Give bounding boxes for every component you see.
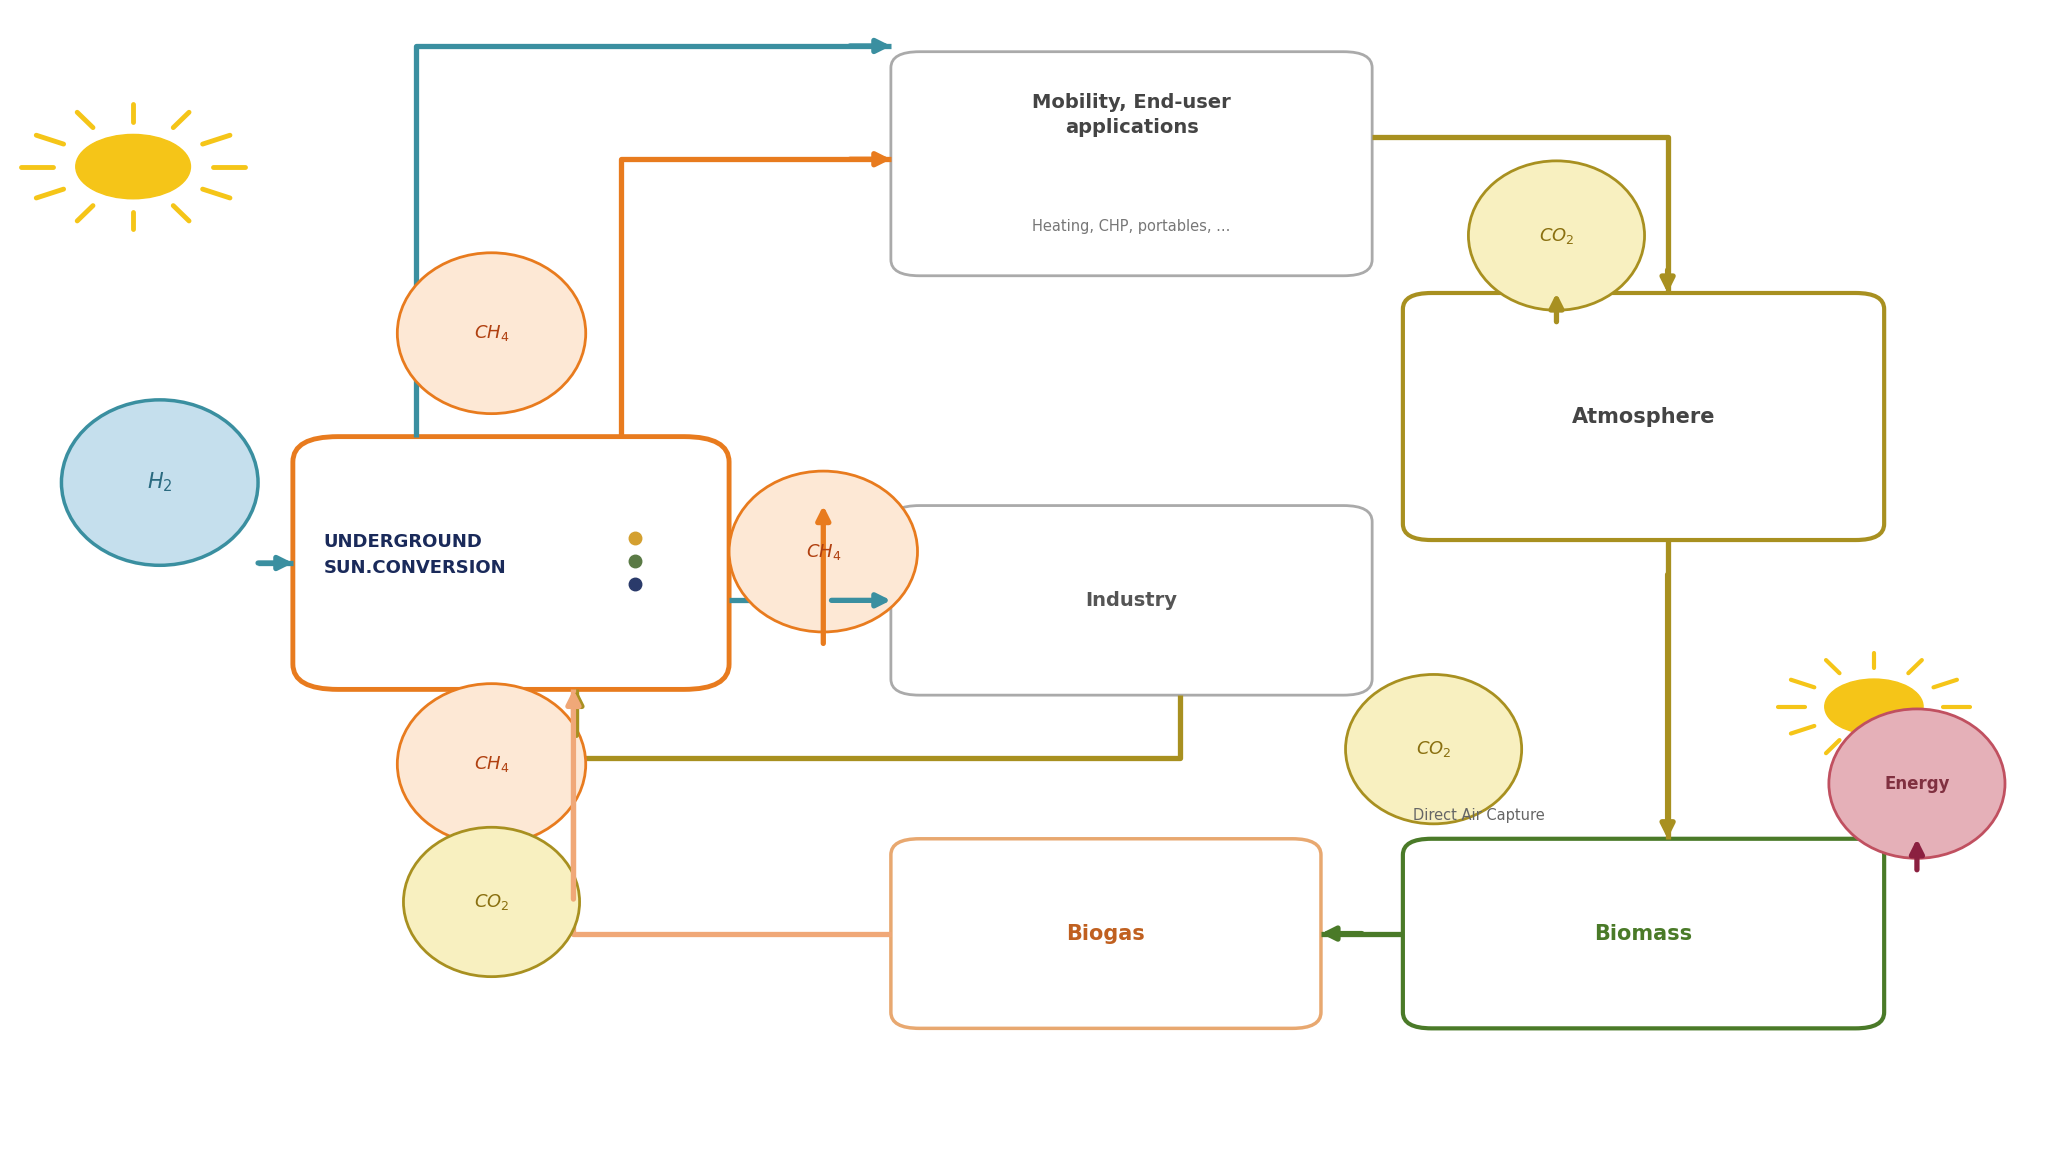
Text: Biomass: Biomass <box>1595 924 1692 943</box>
FancyBboxPatch shape <box>293 437 729 689</box>
FancyBboxPatch shape <box>891 506 1372 695</box>
Text: $CO_2$: $CO_2$ <box>473 892 510 912</box>
Ellipse shape <box>1468 161 1645 310</box>
Text: Biogas: Biogas <box>1067 924 1145 943</box>
Ellipse shape <box>61 400 258 565</box>
Circle shape <box>76 134 190 199</box>
FancyBboxPatch shape <box>891 52 1372 276</box>
Ellipse shape <box>729 471 918 632</box>
Text: UNDERGROUND
SUN.CONVERSION: UNDERGROUND SUN.CONVERSION <box>324 533 506 577</box>
Circle shape <box>1825 679 1923 734</box>
Text: $CO_2$: $CO_2$ <box>1415 739 1452 759</box>
Ellipse shape <box>397 253 586 414</box>
Text: $CH_4$: $CH_4$ <box>805 541 842 562</box>
Text: Direct Air Capture: Direct Air Capture <box>1413 808 1544 824</box>
Ellipse shape <box>1829 709 2005 858</box>
Text: Atmosphere: Atmosphere <box>1571 407 1716 426</box>
FancyBboxPatch shape <box>1403 839 1884 1028</box>
Ellipse shape <box>403 827 580 977</box>
FancyBboxPatch shape <box>1403 293 1884 540</box>
Text: $CO_2$: $CO_2$ <box>1538 225 1575 246</box>
FancyBboxPatch shape <box>891 839 1321 1028</box>
Text: Energy: Energy <box>1884 774 1950 793</box>
Text: $H_2$: $H_2$ <box>147 471 172 494</box>
Text: Industry: Industry <box>1085 591 1178 610</box>
Text: $CH_4$: $CH_4$ <box>473 323 510 344</box>
Text: Heating, CHP, portables, ...: Heating, CHP, portables, ... <box>1032 219 1231 234</box>
Ellipse shape <box>1346 674 1522 824</box>
Text: $CH_4$: $CH_4$ <box>473 754 510 774</box>
Text: Mobility, End-user
applications: Mobility, End-user applications <box>1032 93 1231 138</box>
Ellipse shape <box>397 684 586 845</box>
